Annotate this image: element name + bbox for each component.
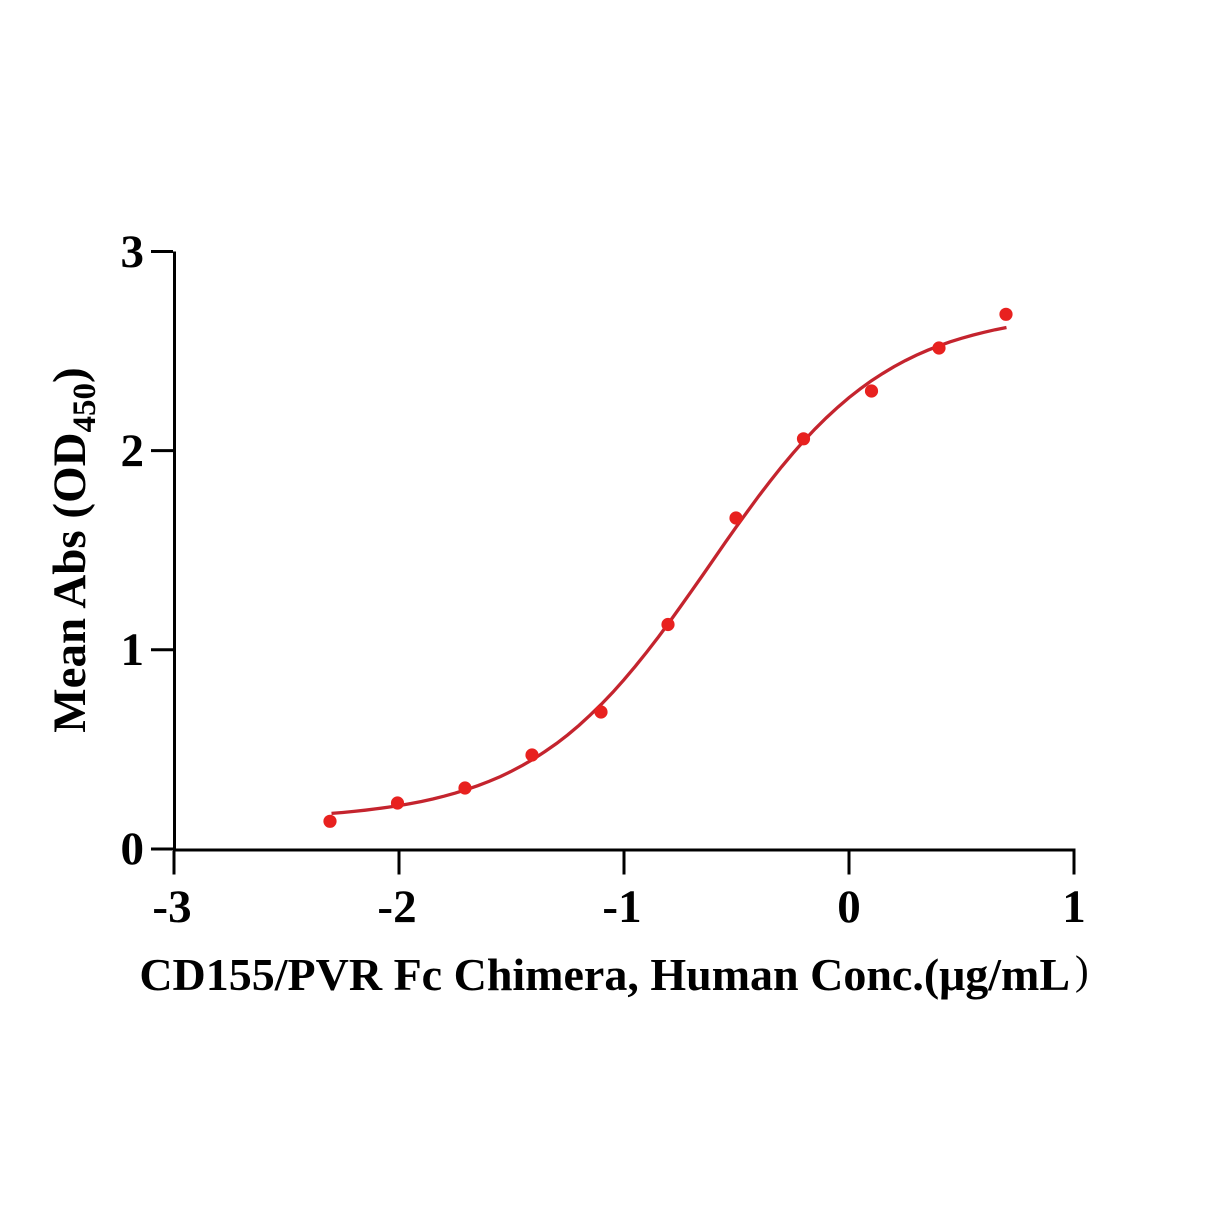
svg-text:CD155/PVR Fc Chimera, Human Co: CD155/PVR Fc Chimera, Human Conc.(μg/mL) <box>139 947 1088 1000</box>
svg-text:1: 1 <box>121 624 145 676</box>
svg-text:-1: -1 <box>602 881 641 933</box>
svg-text:3: 3 <box>121 226 145 278</box>
svg-text:0: 0 <box>837 881 861 933</box>
svg-text:Mean Abs (OD450): Mean Abs (OD450) <box>44 367 103 732</box>
svg-text:-2: -2 <box>377 881 416 933</box>
svg-text:0: 0 <box>121 823 145 875</box>
svg-text:2: 2 <box>121 425 145 477</box>
svg-text:-3: -3 <box>152 881 191 933</box>
svg-text:1: 1 <box>1062 881 1086 933</box>
